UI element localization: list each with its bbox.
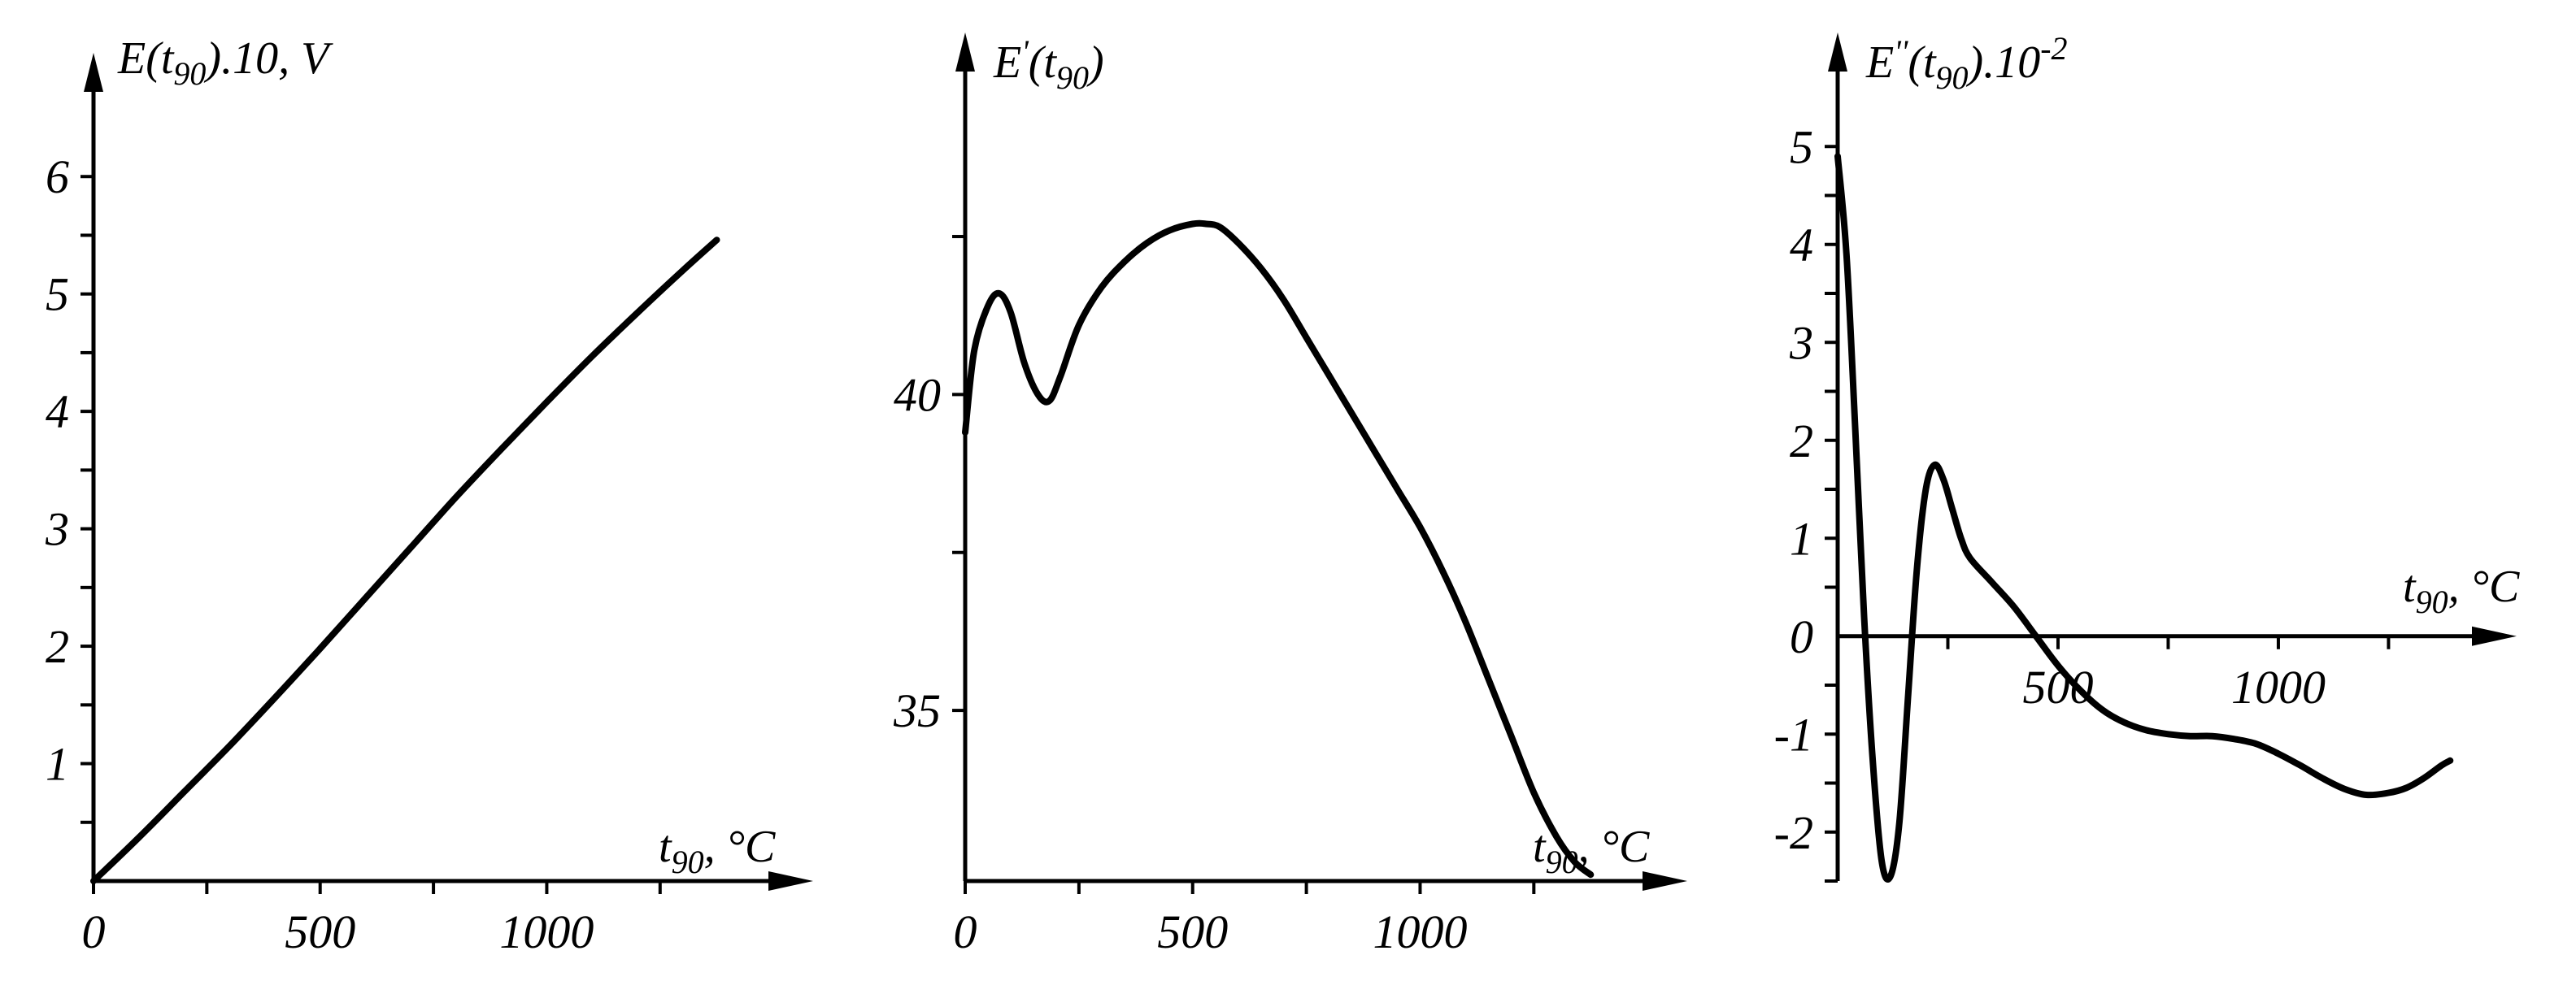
y-axis-arrow — [955, 33, 975, 72]
y-axis-title: E'(t90) — [993, 33, 1104, 96]
y-tick-label: -1 — [1774, 708, 1813, 761]
x-axis-title: t90, °C — [2403, 562, 2520, 620]
y-tick-label: 2 — [1790, 415, 1813, 467]
x-axis-title: t90, °C — [659, 822, 776, 880]
y-tick-label: -2 — [1774, 806, 1813, 859]
y-tick-label: 0 — [1790, 610, 1813, 663]
y-tick-label: 1 — [46, 738, 69, 791]
y-axis-arrow — [1828, 33, 1847, 72]
y-tick-label: 2 — [46, 620, 69, 673]
y-tick-label: 5 — [46, 268, 69, 321]
x-tick-label: 0 — [82, 905, 106, 958]
y-axis-title: E''(t90).10-2 — [1865, 30, 2068, 96]
y-axis-title: E(t90).10, V — [117, 33, 333, 92]
series-line-1 — [962, 219, 1595, 879]
x-tick-label: 500 — [285, 905, 355, 958]
y-axis-arrow — [84, 53, 103, 92]
chart-panel-2: 35 40 0 500 1000 E'(t90) t90, °C — [893, 33, 1687, 958]
chart-panel-1: 1 2 3 4 5 6 0 500 1000 E(t90).10, V t90, °C — [45, 33, 813, 958]
x-tick-label: 0 — [954, 905, 977, 958]
x-tick-label: 1000 — [2231, 661, 2326, 714]
y-tick-label: 4 — [46, 385, 69, 438]
x-tick-label: 500 — [1157, 905, 1228, 958]
y-tick-label: 40 — [894, 368, 941, 421]
y-tick-label: 3 — [45, 503, 69, 556]
y-tick-label: 35 — [893, 684, 941, 737]
y-tick-label: 1 — [1790, 512, 1813, 565]
y-tick-label: 6 — [46, 150, 69, 203]
x-tick-label: 1000 — [499, 905, 594, 958]
y-tick-label: 4 — [1790, 219, 1813, 271]
x-axis-arrow — [2472, 626, 2517, 646]
y-tick-label: 3 — [1789, 316, 1813, 369]
x-axis-arrow — [768, 871, 813, 891]
series-line-1 — [1834, 153, 2454, 883]
x-axis-title: t90, °C — [1533, 822, 1650, 880]
series-line-1 — [90, 237, 720, 884]
y-tick-label: 5 — [1790, 120, 1813, 173]
x-tick-label: 1000 — [1373, 905, 1467, 958]
x-axis-arrow — [1643, 871, 1687, 891]
